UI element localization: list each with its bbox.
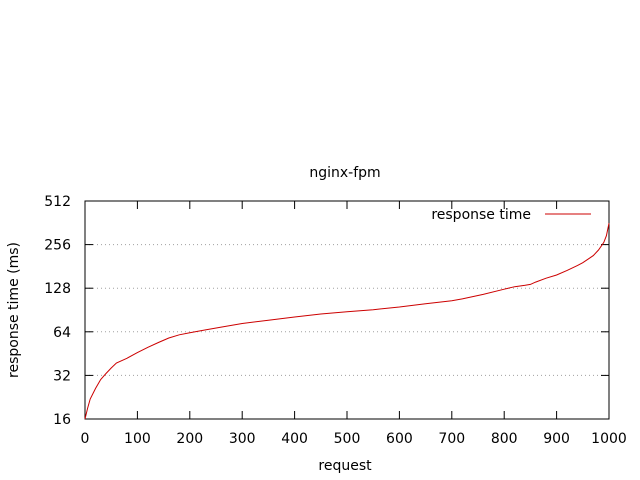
y-tick-label: 128 <box>44 281 71 297</box>
x-tick-label: 200 <box>176 431 203 447</box>
y-tick-label: 16 <box>53 412 71 428</box>
x-tick-label: 700 <box>438 431 465 447</box>
x-tick-label: 900 <box>543 431 570 447</box>
x-tick-label: 600 <box>386 431 413 447</box>
y-axis: 16 32 64 128 256 512 <box>44 194 609 428</box>
y-tick-label: 512 <box>44 194 71 210</box>
grid-lines <box>85 244 609 376</box>
x-tick-label: 500 <box>334 431 361 447</box>
legend-label: response time <box>431 207 531 223</box>
series-lines <box>84 223 610 420</box>
y-tick-label: 32 <box>53 368 71 384</box>
y-axis-label: response time (ms) <box>6 242 22 378</box>
legend: response time <box>431 207 591 223</box>
x-tick-label: 0 <box>81 431 90 447</box>
chart-title: nginx-fpm <box>309 165 380 181</box>
x-tick-label: 100 <box>124 431 151 447</box>
y-tick-label: 64 <box>53 325 71 341</box>
y-tick-label: 256 <box>44 238 71 254</box>
x-axis: 0 100 200 300 400 500 600 700 800 900 1000 <box>81 201 627 447</box>
x-tick-label: 800 <box>491 431 518 447</box>
x-tick-label: 300 <box>229 431 256 447</box>
series-line-response-time <box>84 223 610 420</box>
x-axis-label: request <box>318 458 372 474</box>
plot-frame <box>84 200 610 420</box>
x-tick-label: 400 <box>281 431 308 447</box>
x-tick-label: 1000 <box>591 431 627 447</box>
